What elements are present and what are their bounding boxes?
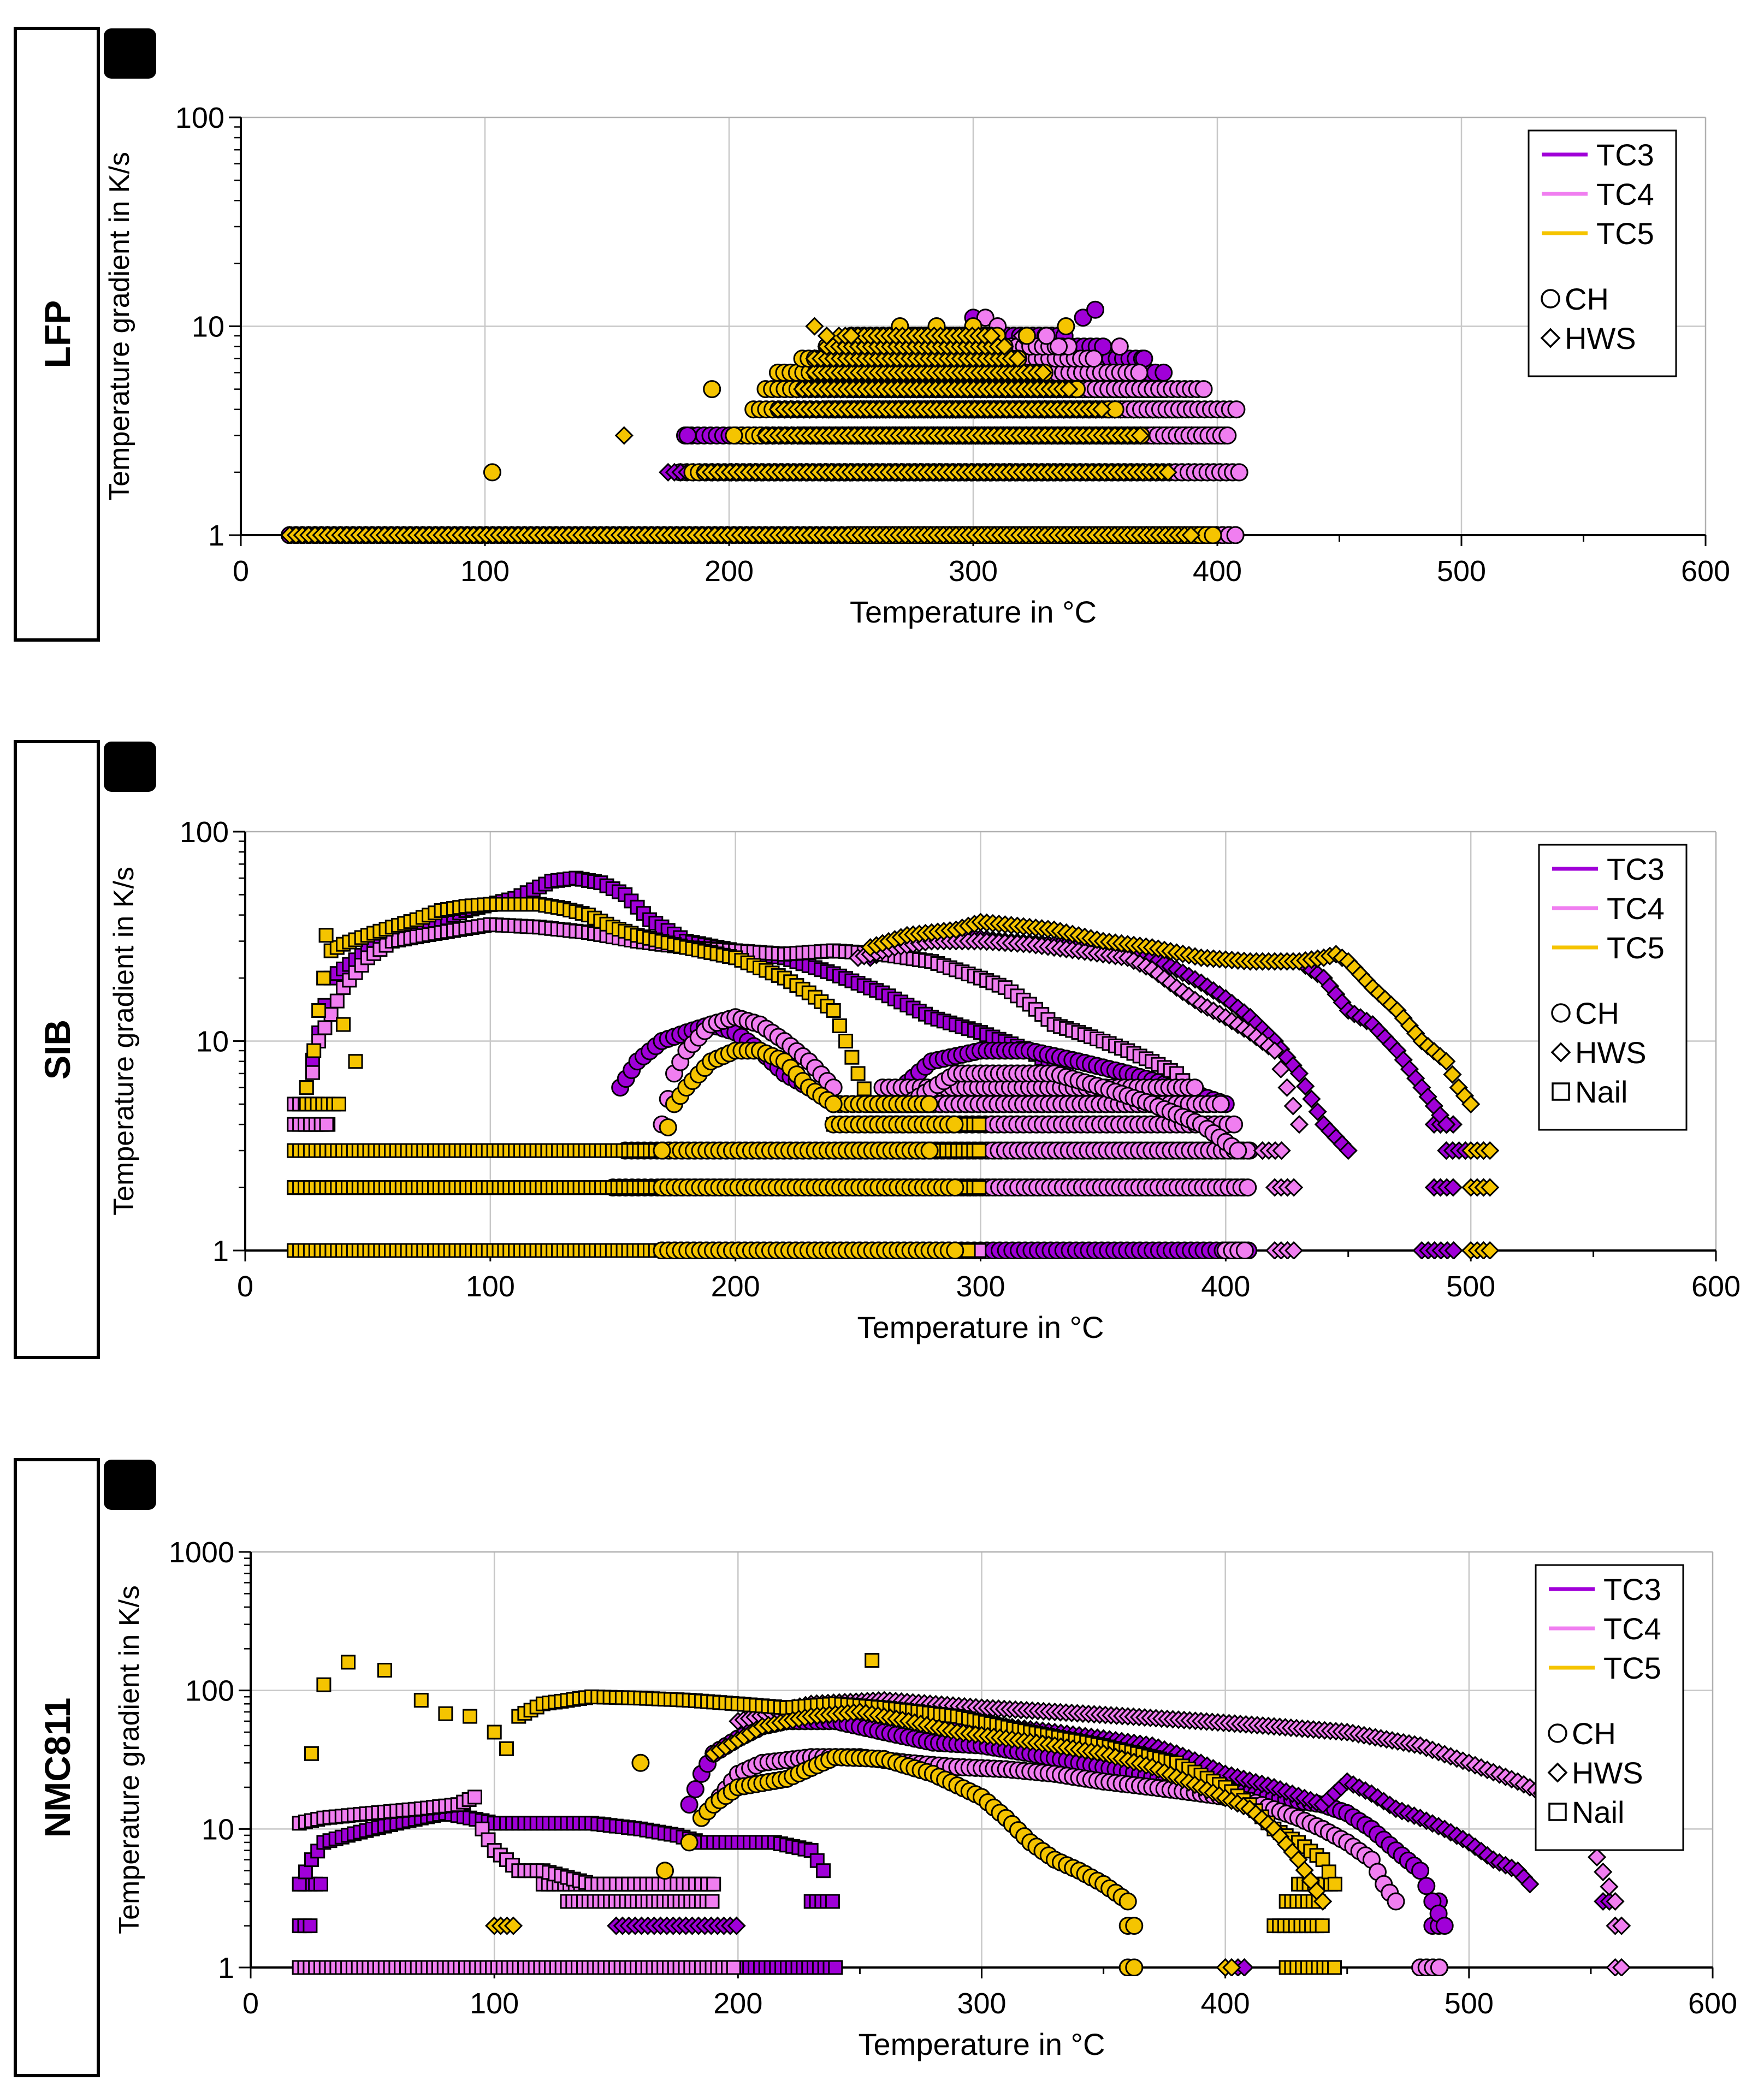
data-point xyxy=(842,326,861,346)
data-point xyxy=(1008,349,1027,368)
y-axis-title: Temperature gradient in K/s xyxy=(108,867,140,1216)
data-point xyxy=(1230,463,1248,482)
data-point xyxy=(323,1007,339,1022)
data-point xyxy=(483,463,501,482)
legend-diamond-icon xyxy=(1540,328,1561,348)
data-point xyxy=(329,993,345,1009)
data-point xyxy=(1130,426,1150,445)
x-tick-label: 300 xyxy=(949,555,998,588)
x-tick-label: 0 xyxy=(237,1270,253,1303)
data-point xyxy=(1211,1095,1230,1113)
data-markers xyxy=(287,870,1500,1259)
data-point xyxy=(805,317,824,336)
data-point xyxy=(1289,1115,1309,1134)
data-point xyxy=(1227,400,1246,419)
data-point xyxy=(1050,337,1068,356)
legend-label-tc5: TC5 xyxy=(1596,216,1654,251)
data-markers xyxy=(280,300,1248,544)
legend-circle-icon xyxy=(1541,289,1560,309)
data-point xyxy=(678,426,697,445)
data-point xyxy=(1239,1178,1257,1197)
y-tick-label: 100 xyxy=(180,816,229,849)
series-TC3-CH xyxy=(603,1015,1259,1259)
data-point xyxy=(1277,1078,1297,1097)
x-tick-label: 0 xyxy=(233,555,249,588)
panel-badge xyxy=(104,742,156,792)
y-tick-label: 1 xyxy=(208,519,224,552)
side-label-box xyxy=(14,27,100,642)
data-point xyxy=(1059,380,1079,399)
panel-badge-letter: a xyxy=(121,35,140,73)
data-point xyxy=(817,326,836,346)
y-tick-label: 10 xyxy=(196,1026,229,1058)
data-point xyxy=(1092,400,1111,419)
x-tick-label: 100 xyxy=(466,1270,515,1303)
data-point xyxy=(1155,363,1173,382)
series-TC3-CH xyxy=(280,300,1248,544)
panel-a: LFP a 0 100 200 300 400 500 600 1 10 100 Temperature… xyxy=(14,27,1730,642)
data-point xyxy=(1194,380,1213,399)
data-point xyxy=(725,426,743,445)
data-point xyxy=(1110,337,1129,356)
y-tick-label: 100 xyxy=(175,102,224,134)
x-tick-label: 400 xyxy=(1193,555,1242,588)
x-tick-label: 200 xyxy=(705,555,754,588)
x-tick-label: 600 xyxy=(1681,555,1730,588)
x-axis-title: Temperature in °C xyxy=(850,595,1097,629)
side-label: LFP xyxy=(37,300,78,369)
legend-box xyxy=(1528,129,1677,377)
data-point xyxy=(305,1065,320,1080)
data-point xyxy=(1186,1078,1204,1097)
data-point xyxy=(319,1117,334,1132)
data-point xyxy=(995,337,1014,356)
x-tick-label: 100 xyxy=(460,555,510,588)
x-tick-label: 500 xyxy=(1437,555,1486,588)
data-point xyxy=(1204,526,1222,544)
side-label: SIB xyxy=(37,1020,78,1080)
data-point xyxy=(981,326,1001,346)
y-axis-title: Temperature gradient in K/s xyxy=(104,152,135,501)
data-point xyxy=(1033,363,1052,382)
x-tick-label: 200 xyxy=(711,1270,760,1303)
data-point xyxy=(1283,1097,1303,1116)
legend: TC3 TC4 TC5 CH HWS xyxy=(1528,129,1677,377)
x-tick-label: 400 xyxy=(1201,1270,1250,1303)
legend-label-tc4: TC4 xyxy=(1596,177,1654,211)
data-point xyxy=(972,1180,987,1195)
data-point xyxy=(1057,317,1075,335)
data-point xyxy=(1017,327,1036,345)
series-TC5-HWS xyxy=(280,317,1200,544)
y-tick-label: 10 xyxy=(192,311,224,343)
panel-badge-letter: b xyxy=(121,749,139,786)
data-point xyxy=(1085,349,1103,368)
panel-b: SIB b 0 100 200 300 400 500 600 1 10 100 Temperature… xyxy=(14,740,1741,1359)
data-point xyxy=(976,309,995,327)
legend-label-hws: HWS xyxy=(1565,321,1636,355)
data-point xyxy=(1218,426,1237,445)
data-point xyxy=(1225,1115,1244,1134)
data-point xyxy=(1037,327,1056,345)
data-point xyxy=(1181,525,1200,544)
panel-badge xyxy=(104,28,156,79)
data-point xyxy=(614,426,634,445)
x-axis-title: Temperature in °C xyxy=(857,1310,1104,1344)
x-tick-label: 300 xyxy=(956,1270,1005,1303)
legend-label-tc3: TC3 xyxy=(1596,138,1654,172)
data-point xyxy=(1226,526,1245,544)
data-point xyxy=(703,380,721,399)
data-point xyxy=(1086,300,1104,319)
legend-label-ch: CH xyxy=(1565,282,1609,316)
data-point xyxy=(317,1020,333,1035)
x-tick-label: 500 xyxy=(1446,1270,1495,1303)
data-point xyxy=(1235,1241,1254,1259)
data-point xyxy=(1229,1141,1247,1160)
data-point xyxy=(1158,463,1177,482)
data-point xyxy=(1130,363,1149,382)
side-label-box xyxy=(14,740,100,1359)
x-tick-label: 600 xyxy=(1691,1270,1741,1303)
y-tick-label: 1 xyxy=(212,1235,229,1267)
